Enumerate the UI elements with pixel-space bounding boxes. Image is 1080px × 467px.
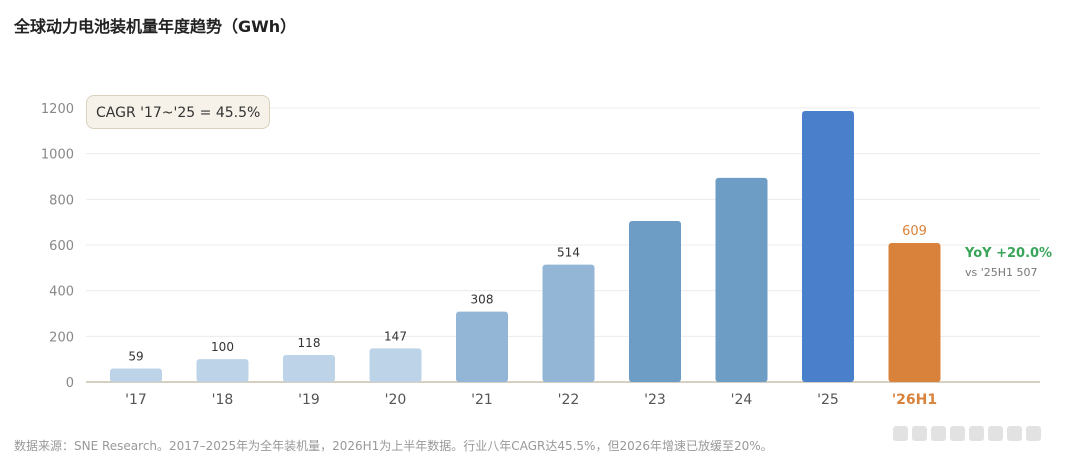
y-tick-label: 800 (49, 193, 74, 208)
bar (542, 264, 595, 382)
bar (629, 221, 681, 382)
bar (456, 311, 508, 382)
source-footnote: 数据来源：SNE Research。2017–2025年为全年装机量，2026H… (14, 439, 773, 453)
bar (110, 368, 162, 382)
bar (888, 242, 941, 382)
x-tick-label: '19 (298, 392, 320, 408)
yoy-comparison: vs '25H1 507 (965, 266, 1038, 279)
watermark-logo (893, 426, 1065, 448)
x-tick-label: '20 (385, 392, 407, 408)
y-tick-label: 1200 (41, 102, 74, 117)
bar (283, 355, 335, 382)
chart-title: 全球动力电池装机量年度趋势（GWh） (14, 17, 297, 36)
data-label: 100 (211, 340, 234, 354)
x-tick-label: '24 (731, 392, 753, 408)
cagr-annotation: CAGR '17~'25 = 45.5% (86, 95, 271, 129)
x-tick-label: '21 (471, 392, 493, 408)
data-label: 514 (557, 246, 580, 260)
bar (715, 177, 768, 382)
x-tick-label: '18 (212, 392, 234, 408)
y-tick-label: 400 (49, 285, 74, 300)
y-tick-label: 200 (49, 330, 74, 345)
data-label: 609 (902, 224, 927, 239)
data-label: 118 (298, 336, 321, 350)
x-tick-label: '17 (125, 392, 147, 408)
x-tick-label: '26H1 (892, 392, 937, 408)
bar (802, 110, 854, 383)
y-tick-label: 600 (49, 239, 74, 254)
data-label: 147 (384, 329, 407, 343)
data-label: 59 (128, 350, 143, 364)
y-tick-label: 1000 (41, 148, 74, 163)
data-label: 308 (471, 293, 494, 307)
bar (369, 348, 422, 382)
x-tick-label: '22 (558, 392, 580, 408)
x-tick-label: '25 (817, 392, 839, 408)
y-tick-label: 0 (66, 376, 74, 391)
x-tick-label: '23 (644, 392, 666, 408)
bar (196, 359, 249, 382)
yoy-annotation: YoY +20.0% (965, 246, 1053, 261)
